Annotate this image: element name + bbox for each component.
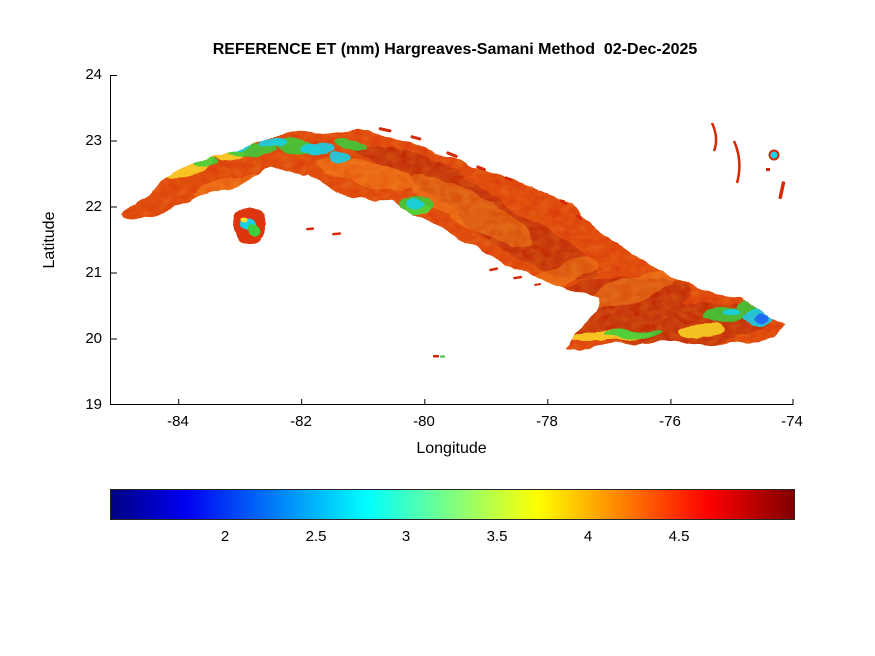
x-axis-label: Longitude [416, 440, 487, 457]
y-tick-label: 20 [85, 330, 102, 347]
isla-de-la-juventud [232, 207, 268, 243]
isla-green-patch [247, 226, 261, 236]
colorbar-tick-label: 3.5 [486, 528, 508, 545]
y-tick-label: 22 [85, 198, 102, 215]
colorbar-tick-label: 4.5 [668, 528, 690, 545]
light-noise-texture [121, 129, 786, 350]
axis-ticks [111, 75, 794, 405]
y-tick-label: 24 [85, 66, 102, 83]
cuba-et-heatmap [111, 75, 794, 405]
cayman-islands [433, 355, 445, 358]
dark-noise-texture [121, 129, 786, 350]
x-tick-label: -82 [290, 413, 312, 430]
x-tick-label: -78 [536, 413, 558, 430]
southern-cays [306, 227, 542, 286]
blue-et-spot [753, 314, 767, 322]
y-axis-label: Latitude [41, 211, 58, 269]
colorbar-tick-label: 4 [583, 528, 593, 545]
y-tick-label: 21 [85, 264, 102, 281]
colorbar-tick-label: 2.5 [305, 528, 327, 545]
y-tick-label: 23 [85, 132, 102, 149]
plot-area [110, 75, 794, 405]
bahamas-slivers [710, 122, 786, 200]
x-tick-label: -80 [413, 413, 435, 430]
chart-title: REFERENCE ET (mm) Hargreaves-Samani Meth… [212, 41, 698, 58]
x-tick-label: -76 [659, 413, 681, 430]
colorbar-tick-label: 2 [220, 528, 230, 545]
northern-cays [378, 127, 583, 220]
colorbar-gradient [110, 489, 795, 520]
isla-yellow-patch [240, 217, 248, 223]
x-tick-label: -84 [167, 413, 189, 430]
cuba-island [121, 129, 786, 350]
x-tick-label: -74 [781, 413, 803, 430]
colorbar-tick-label: 3 [401, 528, 411, 545]
y-tick-label: 19 [85, 396, 102, 413]
